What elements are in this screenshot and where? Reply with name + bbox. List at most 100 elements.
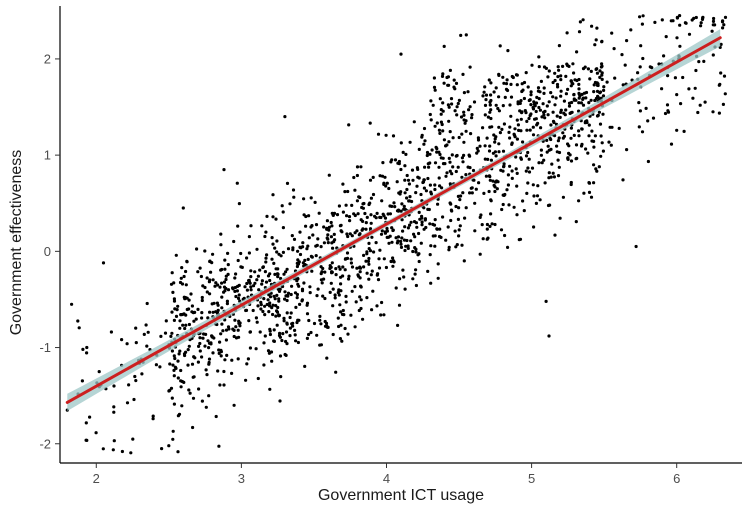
scatter-point [623,63,627,67]
scatter-point [282,272,286,276]
scatter-point [366,259,371,263]
scatter-point [509,114,513,118]
scatter-point [257,288,261,292]
scatter-point [262,341,266,345]
scatter-point [365,296,369,300]
scatter-point [638,65,642,69]
scatter-point [285,267,289,271]
scatter-point [429,99,433,103]
scatter-point [489,108,493,112]
scatter-point [592,145,596,149]
scatter-point [590,129,594,133]
scatter-point [410,168,415,172]
scatter-point [440,122,444,127]
scatter-point [391,256,395,260]
scatter-point [345,232,349,236]
scatter-point [383,175,387,179]
scatter-point [448,201,452,205]
scatter-point [413,246,417,250]
scatter-point [532,194,536,198]
scatter-point [216,303,220,307]
scatter-point [341,274,345,278]
scatter-point [315,243,319,247]
scatter-point [292,195,296,199]
scatter-point [537,55,541,59]
scatter-point [309,330,313,335]
scatter-point [414,268,418,272]
scatter-point [271,193,275,197]
scatter-point [569,79,573,83]
scatter-point [172,318,176,322]
scatter-point [214,414,218,419]
scatter-point [569,136,573,140]
scatter-point [546,113,550,117]
scatter-point [411,178,415,182]
scatter-point [369,196,373,200]
scatter-point [232,334,236,339]
scatter-point [522,209,526,213]
scatter-point [478,144,482,148]
scatter-point [488,178,492,182]
scatter-point [601,149,606,153]
scatter-point [346,189,350,194]
scatter-point [556,65,560,69]
scatter-point [385,181,389,185]
scatter-point [418,217,422,221]
scatter-point [243,285,247,289]
scatter-point [469,186,473,190]
scatter-point [158,365,162,369]
scatter-point [330,261,334,265]
scatter-point [258,268,262,272]
scatter-point [316,287,320,291]
scatter-point [184,313,188,317]
scatter-point [219,354,223,358]
scatter-point [456,194,460,198]
scatter-point [238,324,242,328]
scatter-point [723,92,727,96]
scatter-point [525,191,529,195]
scatter-point [402,238,407,242]
scatter-point [125,342,129,346]
scatter-point [539,79,544,83]
scatter-point [249,285,253,289]
scatter-point [177,412,182,416]
scatter-point [301,241,305,245]
scatter-point [506,49,510,53]
scatter-point [693,86,697,90]
scatter-point [296,282,300,286]
scatter-point [186,348,190,352]
scatter-point [551,80,555,85]
scatter-point [210,334,214,338]
scatter-point [167,444,171,448]
y-axis-ticks: -2 -1 0 1 2 [39,51,60,451]
scatter-point [508,125,512,129]
scatter-point [350,289,354,293]
scatter-point [244,308,248,313]
scatter-point [274,217,278,221]
scatter-point [224,286,228,291]
scatter-point [502,165,506,169]
scatter-point [223,358,227,362]
scatter-point [217,351,221,355]
scatter-point [532,225,536,229]
scatter-point [555,144,559,148]
scatter-point [545,104,549,108]
scatter-point [276,275,280,279]
x-tick-label: 2 [93,471,100,486]
scatter-point [347,123,351,127]
scatter-point [220,306,224,310]
scatter-point [346,332,350,336]
scatter-point [453,109,457,113]
scatter-point [333,293,337,297]
scatter-point [85,351,89,355]
scatter-point [497,142,501,146]
scatter-point [375,211,379,215]
scatter-point [433,88,437,92]
scatter-point [359,284,363,288]
scatter-point [77,326,81,330]
scatter-point [442,44,446,49]
scatter-point [276,272,280,276]
scatter-point [361,317,365,321]
scatter-point [602,85,606,89]
scatter-point [378,215,382,219]
